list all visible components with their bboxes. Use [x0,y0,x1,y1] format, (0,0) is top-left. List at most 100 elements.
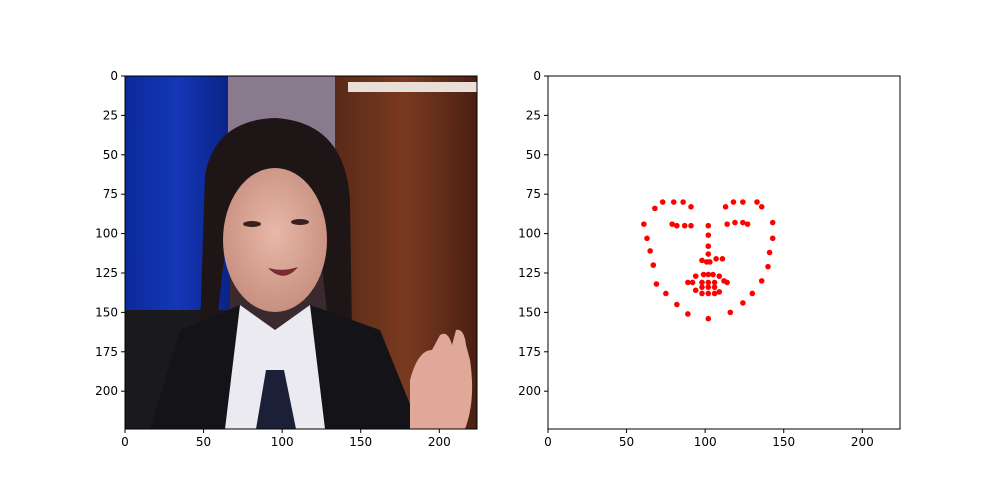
landmark-point [659,199,666,205]
landmarks-ytick-label: 100 [518,227,541,241]
landmarks-xtick-label: 100 [694,435,717,449]
landmark-point [740,199,746,205]
landmarks-ytick-label: 25 [526,108,541,122]
landmarks-xtick-label: 50 [619,435,634,449]
landmarks-plot-area [548,76,900,429]
landmark-point [721,278,727,284]
landmark-point [719,256,726,262]
landmark-point [758,203,765,210]
landmark-point [699,279,705,286]
landmark-point [711,279,718,286]
photo-axes: 0 50 100 150 200 0 25 50 75 100 125 150 175 200 [95,69,478,449]
photo-ytick-label: 25 [103,108,118,122]
landmark-point [705,279,712,286]
landmark-point [730,199,737,205]
landmark-point [705,271,712,278]
photo-ytick-label: 200 [95,384,118,398]
landmark-point [769,219,776,226]
landmark-point [711,284,718,290]
landmark-point [663,290,669,297]
landmark-point [699,257,705,264]
landmarks-xtick-label: 200 [851,435,874,449]
landmark-point [713,256,719,262]
face [223,168,327,312]
landmark-point [699,284,705,290]
landmark-point [680,199,686,205]
landmark-point [707,259,713,265]
landmark-point [692,287,699,294]
landmark-point [754,199,760,205]
landmark-point [765,263,771,270]
landmark-point [685,311,691,317]
landmark-point [705,315,712,322]
photo-ytick-label: 175 [95,345,118,359]
landmark-point [705,243,712,249]
landmark-point [700,271,707,278]
landmark-point [670,199,677,205]
landmark-point [705,284,712,290]
landmark-point [740,300,746,306]
landmarks-ytick-label: 150 [518,305,541,319]
landmark-point [699,290,705,297]
landmark-point [740,219,746,226]
photo-xtick-label: 150 [349,435,372,449]
photo-xtick-label: 200 [428,435,451,449]
photo-image [125,76,477,429]
landmark-point [692,273,699,279]
photo-xtick-label: 50 [196,435,211,449]
photo-ytick-label: 150 [95,305,118,319]
landmarks-axes-frame [547,75,901,430]
landmark-point [716,289,723,295]
photo-ytick-label: 100 [95,227,118,241]
landmark-point [705,290,712,297]
landmarks-ytick-label: 0 [533,69,541,83]
landmark-point [711,290,718,297]
landmark-point [705,251,712,257]
landmark-point [641,221,647,227]
landmark-point [744,221,751,227]
landmark-point [705,222,712,229]
photo-ticks: 0 50 100 150 200 0 25 50 75 100 125 150 175 200 [95,69,451,449]
landmark-points [641,199,776,322]
landmark-point [766,249,773,256]
landmarks-xtick-label: 0 [544,435,552,449]
landmarks-xtick-label: 150 [772,435,795,449]
landmark-point [710,271,716,278]
landmark-point [716,273,723,279]
landmark-point [688,203,694,210]
photo-ytick-label: 50 [103,148,118,162]
landmark-point [724,221,730,227]
landmark-point [653,281,660,287]
landmarks-axes: 0 50 100 150 200 0 25 50 75 100 125 150 175 200 [518,69,901,449]
landmarks-ytick-label: 125 [518,266,541,280]
landmark-point [689,279,696,286]
landmark-point [674,301,680,308]
photo-xtick-label: 0 [121,435,129,449]
landmark-point [674,222,680,229]
landmark-point [749,290,756,297]
landmarks-ticks: 0 50 100 150 200 0 25 50 75 100 125 150 175 200 [518,69,874,449]
photo-ytick-label: 75 [103,187,118,201]
landmark-point [647,248,653,254]
photo-ytick-label: 0 [110,69,118,83]
photo-axes-frame [124,75,478,430]
landmark-point [732,219,738,226]
landmarks-ytick-label: 50 [526,148,541,162]
landmark-point [650,262,657,268]
photo-ytick-label: 125 [95,266,118,280]
landmark-point [688,222,694,229]
photo-xtick-label: 100 [271,435,294,449]
landmark-point [644,235,650,242]
landmarks-ytick-label: 75 [526,187,541,201]
landmark-point [727,309,734,316]
landmarks-ytick-label: 200 [518,384,541,398]
landmark-point [758,278,765,284]
landmark-point [685,279,691,286]
landmarks-ytick-label: 175 [518,345,541,359]
landmark-point [669,221,675,227]
landmark-point [681,222,688,229]
landmark-point [705,232,712,238]
landmark-point [722,203,729,210]
landmark-point [769,235,776,242]
